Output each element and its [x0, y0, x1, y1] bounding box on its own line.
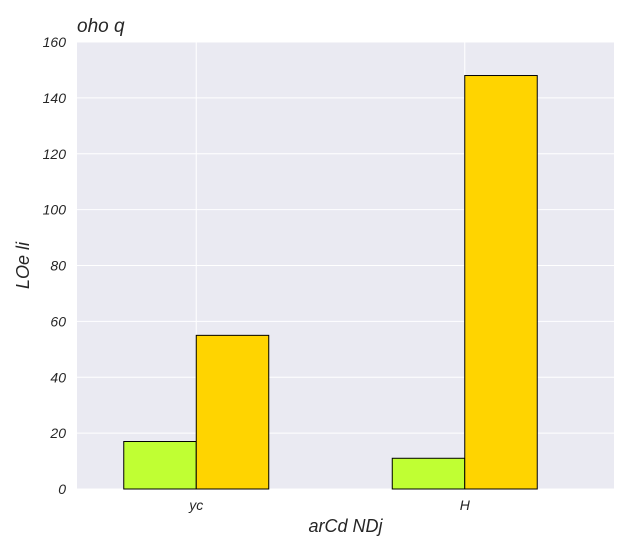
- y-tick-label: 140: [43, 90, 67, 106]
- y-axis-label: LOe li: [13, 241, 33, 289]
- y-tick-label: 100: [43, 202, 67, 218]
- bar-series-2-H: [464, 75, 538, 490]
- bar-series-2-yc: [195, 334, 270, 490]
- x-tick-label: yc: [188, 497, 203, 513]
- x-tick-labels: yc H: [188, 497, 470, 513]
- y-tick-label: 160: [43, 34, 67, 50]
- x-tick-label: H: [460, 497, 471, 513]
- y-tick-label: 20: [49, 425, 66, 441]
- y-tick-label: 120: [43, 146, 67, 162]
- chart-title: oho q: [77, 16, 125, 37]
- y-tick-label: 80: [50, 258, 66, 274]
- x-axis-label: arCd NDj: [308, 516, 383, 536]
- y-tick-label: 0: [58, 481, 66, 497]
- bars: [123, 75, 538, 490]
- bar-series-1-yc: [123, 441, 197, 490]
- y-tick-labels: 0 20 40 60 80 100 120 140 160: [43, 34, 67, 497]
- bar-series-1-H: [391, 457, 466, 490]
- y-tick-label: 60: [50, 313, 66, 329]
- y-tick-label: 40: [50, 369, 66, 385]
